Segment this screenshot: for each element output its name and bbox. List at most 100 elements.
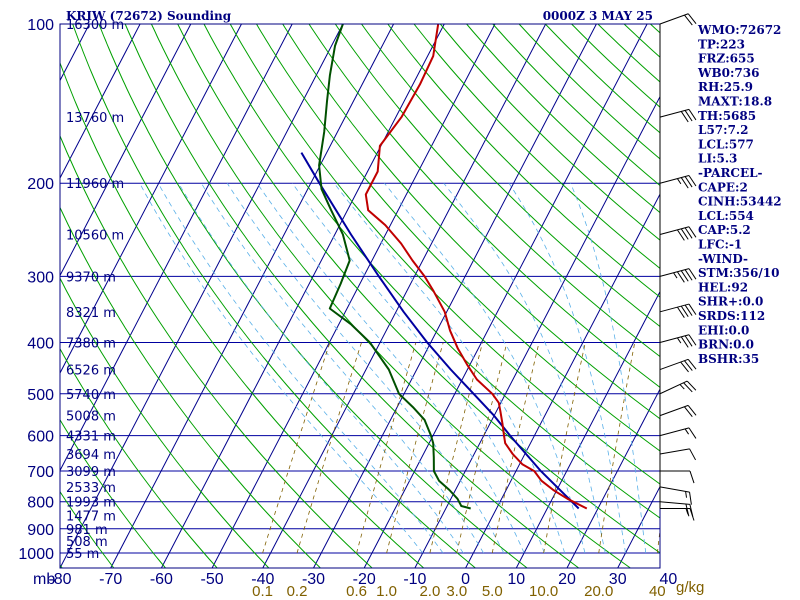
wind-barb-flag [680,270,689,282]
moist-adiabat-line [570,183,647,554]
wind-barb-staff [659,404,689,417]
isotherm-line [60,24,293,472]
isotherm-line [60,24,141,180]
pressure-tick-label: 500 [27,387,54,404]
wind-barb-half-flag [673,272,678,279]
pressure-tick-label: 700 [27,464,54,481]
temperature-trace [364,24,588,510]
wind-barb-flag [683,382,693,393]
mixing-ratio-line [491,342,540,554]
wind-barb [659,448,697,461]
mixing-ratio-line [356,342,417,554]
wind-barb-flag [688,334,697,346]
temperature-tick-label: -50 [201,571,224,588]
moist-adiabat-line [200,182,484,554]
wind-barb-staff [659,334,690,343]
stability-index-item: -WIND- [698,252,748,266]
height-label: 1477 m [66,510,116,525]
mixing-ratio-tick-label: 0.2 [287,583,308,600]
stability-index-item: LCL:577 [698,137,754,151]
mixing-ratio-line [543,342,586,554]
wind-barb [659,334,697,348]
height-label: 1993 m [66,496,116,511]
wind-barb-flag [684,360,693,371]
dry-adiabat-line [60,277,270,568]
stability-index-item: SHR+:0.0 [698,295,763,309]
wind-barb-staff [659,268,690,277]
mixing-ratio-tick-label: 3.0 [446,583,467,600]
stability-index-item: WMO:72672 [697,23,781,37]
temperature-tick-label: 20 [558,571,576,588]
stability-index-item: CAP:5.2 [698,223,751,237]
moist-adiabat-line [178,182,464,554]
wind-barb-half-flag [676,178,682,185]
mixing-ratio-tick-label: 1.0 [376,583,397,600]
isotherm-line [60,24,344,568]
wind-barb-flag [689,448,697,461]
mixing-ratio-tick-label: 2.0 [419,583,440,600]
wind-barb-staff [659,486,690,493]
wind-barb-flag [688,109,697,121]
height-label: 9370 m [66,270,116,285]
wind-barb [659,268,697,283]
pressure-tick-label: 1000 [18,546,54,563]
dry-adiabat-line [387,24,660,298]
isotherm-line [160,24,445,568]
dry-adiabat-line [124,24,580,568]
stability-index-item: RH:25.9 [698,80,753,94]
height-label: 3099 m [66,465,116,480]
height-label: 4331 m [66,430,116,445]
dry-adiabat-line [544,24,660,134]
moist-adiabat-line [443,182,606,554]
mixing-ratio-unit-label: g/kg [676,579,704,596]
dry-adiabat-line [492,24,660,187]
dry-adiabat-line [60,563,63,568]
mixing-ratio-tick-label: 20.0 [584,583,613,600]
dry-adiabat-line [60,347,218,568]
wind-barb-flag [676,306,685,318]
wind-barb-staff [659,303,690,313]
stability-index-item: EHI:0.0 [698,323,749,337]
isotherm-line [313,24,597,568]
moist-adiabat-line [157,183,444,554]
temperature-tick-label: -10 [403,571,426,588]
stability-indices: WMO:72672TP:223FRZ:655WB0:736RH:25.9MAXT… [697,23,782,366]
wind-barb-flag [680,361,689,373]
moist-adiabat-line [508,182,626,554]
stability-index-item: SRDS:112 [698,309,765,323]
wind-barb-flag [689,470,695,484]
height-label: 16300 m [66,18,124,33]
stability-index-item: LFC:-1 [698,238,742,252]
isotherm-line [566,388,660,568]
wind-barb [659,404,697,417]
stability-index-item: TP:223 [698,37,745,51]
stability-index-item: MAXT:18.8 [698,95,772,109]
stability-index-item: CINH:53442 [698,195,782,209]
pressure-tick-label: 600 [27,429,54,446]
dry-adiabat-line [466,24,660,214]
isotherm-line [211,24,496,568]
wind-barb [659,174,697,189]
wind-barb-flag [684,176,693,188]
wind-barb-flag [688,175,697,187]
temperature-tick-label: -30 [302,571,325,588]
wind-barb [659,108,697,123]
wind-barb-flag [680,305,689,317]
mixing-ratio-line [429,342,483,554]
temperature-tick-label: 40 [660,571,678,588]
moist-adiabat-line [139,183,424,554]
wind-barb-flag [689,504,694,517]
dry-adiabat-line [413,24,660,270]
moist-adiabat-line [256,182,525,554]
wind-barb [659,501,694,517]
stability-index-item: CAPE:2 [698,180,748,194]
wind-barb-half-flag [679,384,685,390]
dry-adiabat-line [782,24,800,568]
wind-barb-flag [684,269,693,281]
wind-barb-flag [688,427,697,439]
isotherm-line [60,24,242,375]
wind-barb-flag [684,227,693,239]
stability-index-item: BRN:0.0 [698,338,754,352]
mixing-ratio-tick-label: 40 [649,583,666,600]
